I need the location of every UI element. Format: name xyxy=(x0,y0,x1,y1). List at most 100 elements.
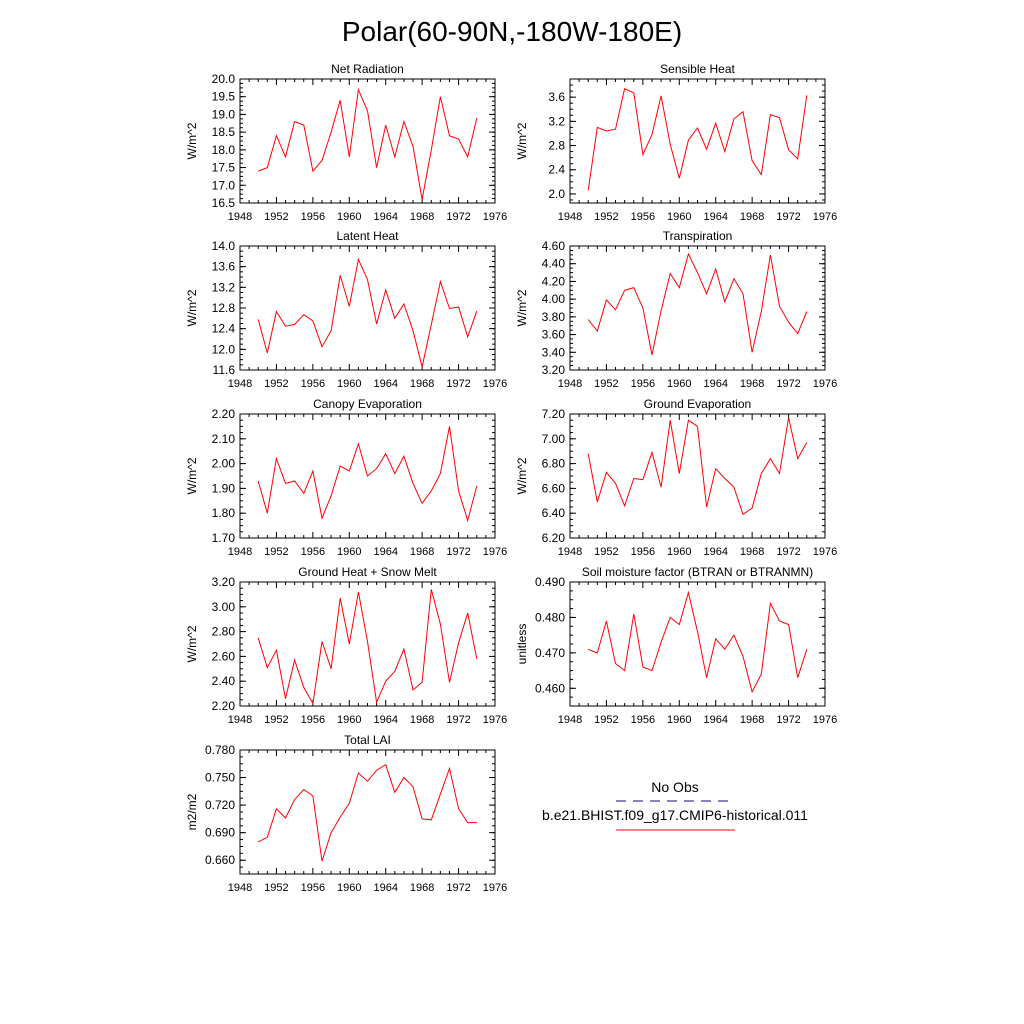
panel-title: Ground Heat + Snow Melt xyxy=(298,565,437,579)
x-tick-label: 1956 xyxy=(631,211,655,223)
y-tick-label: 6.80 xyxy=(542,457,566,471)
x-tick-label: 1960 xyxy=(667,714,691,726)
y-tick-label: 3.80 xyxy=(542,310,566,324)
panel-6: Ground Evaporation W/m^2 1948 1952 1956 1960 1… xyxy=(515,397,837,558)
y-tick-label: 6.60 xyxy=(542,481,566,495)
y-tick-label: 18.0 xyxy=(212,143,236,157)
y-tick-label: 17.0 xyxy=(212,178,236,192)
legend-model-label: b.e21.BHIST.f09_g17.CMIP6-historical.011 xyxy=(542,807,808,823)
x-tick-label: 1952 xyxy=(594,378,618,390)
y-tick-label: 3.00 xyxy=(212,600,236,614)
x-tick-label: 1976 xyxy=(483,211,507,223)
y-tick-label: 6.40 xyxy=(542,506,566,520)
x-tick-label: 1964 xyxy=(373,714,397,726)
panel-title: Canopy Evaporation xyxy=(313,397,422,411)
y-tick-label: 0.690 xyxy=(205,826,235,840)
x-tick-label: 1976 xyxy=(483,714,507,726)
x-tick-label: 1960 xyxy=(337,378,361,390)
x-tick-label: 1964 xyxy=(703,714,727,726)
y-tick-label: 19.5 xyxy=(212,90,236,104)
series-line xyxy=(257,426,478,523)
x-tick-label: 1952 xyxy=(594,211,618,223)
y-tick-label: 2.8 xyxy=(548,139,565,153)
y-tick-label: 2.60 xyxy=(212,649,236,663)
figure-title: Polar(60-90N,-180W-180E) xyxy=(342,16,682,47)
series-line xyxy=(587,417,808,516)
x-tick-label: 1968 xyxy=(740,546,764,558)
series-line xyxy=(587,87,808,191)
y-tick-label: 2.10 xyxy=(212,432,236,446)
x-tick-label: 1972 xyxy=(446,546,470,558)
y-tick-label: 0.470 xyxy=(535,646,565,660)
x-tick-label: 1972 xyxy=(446,378,470,390)
x-tick-label: 1948 xyxy=(558,378,582,390)
x-tick-label: 1952 xyxy=(264,211,288,223)
x-tick-label: 1952 xyxy=(264,714,288,726)
y-tick-label: 7.00 xyxy=(542,432,566,446)
x-tick-label: 1952 xyxy=(264,882,288,894)
y-tick-label: 2.0 xyxy=(548,187,565,201)
x-tick-label: 1948 xyxy=(558,546,582,558)
x-tick-label: 1956 xyxy=(301,714,325,726)
y-tick-label: 2.20 xyxy=(212,407,236,421)
x-tick-label: 1952 xyxy=(264,546,288,558)
x-tick-label: 1976 xyxy=(483,546,507,558)
y-tick-label: 4.20 xyxy=(542,274,566,288)
y-tick-label: 13.6 xyxy=(212,260,236,274)
y-tick-label: 1.70 xyxy=(212,531,236,545)
x-tick-label: 1972 xyxy=(776,378,800,390)
x-tick-label: 1956 xyxy=(301,546,325,558)
x-tick-label: 1976 xyxy=(813,211,837,223)
y-tick-label: 0.460 xyxy=(535,681,565,695)
x-tick-label: 1964 xyxy=(373,882,397,894)
panel-5: Canopy Evaporation W/m^2 1948 1952 1956 1960 1… xyxy=(185,397,507,558)
x-tick-label: 1956 xyxy=(301,378,325,390)
x-tick-label: 1964 xyxy=(373,546,397,558)
y-tick-label: 1.80 xyxy=(212,506,236,520)
x-tick-label: 1968 xyxy=(410,211,434,223)
y-tick-label: 12.8 xyxy=(212,301,236,315)
x-tick-label: 1952 xyxy=(594,546,618,558)
y-tick-label: 12.0 xyxy=(212,342,236,356)
y-axis-label: m2/m2 xyxy=(185,793,199,830)
x-tick-label: 1960 xyxy=(667,546,691,558)
y-tick-label: 0.750 xyxy=(205,771,235,785)
x-tick-label: 1956 xyxy=(301,882,325,894)
panel-9: Total LAI m2/m2 1948 1952 1956 1960 1964 1968 19… xyxy=(185,733,507,894)
panel-2: Sensible Heat W/m^2 1948 1952 1956 1960 1964 19… xyxy=(515,62,837,223)
x-tick-label: 1976 xyxy=(483,882,507,894)
x-tick-label: 1964 xyxy=(703,211,727,223)
x-tick-label: 1976 xyxy=(813,714,837,726)
x-tick-label: 1952 xyxy=(264,378,288,390)
y-tick-label: 20.0 xyxy=(212,72,236,86)
panels: Net Radiation W/m^2 1948 1952 1956 1960 1964 19… xyxy=(185,62,837,894)
x-tick-label: 1972 xyxy=(776,211,800,223)
y-tick-label: 2.00 xyxy=(212,457,236,471)
y-tick-label: 4.60 xyxy=(542,239,566,253)
x-tick-label: 1964 xyxy=(373,378,397,390)
panel-title: Total LAI xyxy=(344,733,391,747)
y-axis-label: W/m^2 xyxy=(185,122,199,159)
plot-frame xyxy=(569,413,826,539)
x-tick-label: 1948 xyxy=(228,211,252,223)
x-tick-label: 1968 xyxy=(410,546,434,558)
x-tick-label: 1960 xyxy=(337,546,361,558)
x-tick-label: 1948 xyxy=(228,882,252,894)
y-tick-label: 3.20 xyxy=(212,575,236,589)
x-tick-label: 1960 xyxy=(337,882,361,894)
y-tick-label: 19.0 xyxy=(212,107,236,121)
x-tick-label: 1948 xyxy=(228,714,252,726)
y-tick-label: 2.80 xyxy=(212,625,236,639)
y-axis-label: W/m^2 xyxy=(515,457,529,494)
x-tick-label: 1972 xyxy=(446,211,470,223)
x-tick-label: 1956 xyxy=(301,211,325,223)
y-tick-label: 3.20 xyxy=(542,363,566,377)
y-axis-label: W/m^2 xyxy=(185,289,199,326)
y-tick-label: 0.780 xyxy=(205,743,235,757)
legend-obs-label: No Obs xyxy=(651,779,698,795)
y-tick-label: 11.6 xyxy=(213,363,236,377)
x-tick-label: 1956 xyxy=(631,378,655,390)
x-tick-label: 1972 xyxy=(776,714,800,726)
x-tick-label: 1956 xyxy=(631,546,655,558)
